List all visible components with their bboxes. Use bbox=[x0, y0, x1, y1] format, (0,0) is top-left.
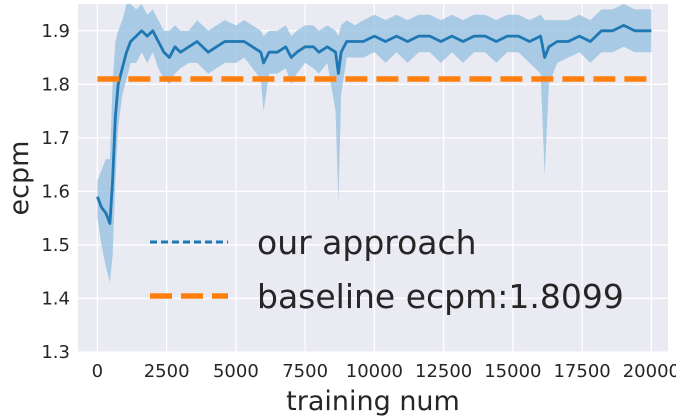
y-tick-label: 1.6 bbox=[41, 181, 70, 202]
y-tick-label: 1.7 bbox=[41, 128, 70, 149]
x-tick-label: 10000 bbox=[346, 361, 403, 382]
legend: our approach baseline ecpm:1.8099 bbox=[150, 223, 624, 316]
x-tick-label: 15000 bbox=[484, 361, 541, 382]
y-tick-label: 1.3 bbox=[41, 342, 70, 363]
y-tick-label: 1.9 bbox=[41, 21, 70, 42]
legend-label-baseline: baseline ecpm:1.8099 bbox=[257, 277, 624, 316]
y-tick-label: 1.8 bbox=[41, 74, 70, 95]
x-tick-label: 20000 bbox=[623, 361, 676, 382]
x-tick-label: 0 bbox=[92, 361, 103, 382]
x-tick-label: 2500 bbox=[144, 361, 190, 382]
y-axis-title: ecpm bbox=[4, 141, 35, 216]
y-tick-label: 1.5 bbox=[41, 235, 70, 256]
y-tick-labels: 1.3 1.4 1.5 1.6 1.7 1.8 1.9 bbox=[41, 21, 70, 363]
x-tick-labels: 0 2500 5000 7500 10000 12500 15000 17500 20000 bbox=[92, 361, 676, 382]
series-layer bbox=[96, 23, 652, 225]
x-tick-label: 17500 bbox=[553, 361, 610, 382]
x-tick-label: 7500 bbox=[282, 361, 328, 382]
x-tick-label: 5000 bbox=[213, 361, 259, 382]
our-approach-line bbox=[96, 23, 652, 225]
y-tick-label: 1.4 bbox=[41, 288, 70, 309]
legend-label-our-approach: our approach bbox=[257, 223, 477, 262]
x-axis-title: training num bbox=[286, 386, 460, 417]
x-tick-label: 12500 bbox=[415, 361, 472, 382]
